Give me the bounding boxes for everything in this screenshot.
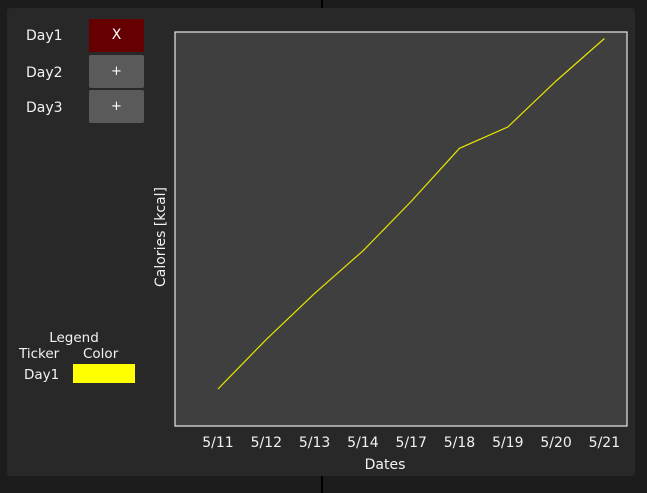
legend-color-swatch <box>73 364 135 383</box>
series-line-day1 <box>217 38 605 390</box>
x-tick-label: 5/18 <box>444 435 475 451</box>
day2-add-button[interactable]: + <box>89 55 144 88</box>
legend-title: Legend <box>49 330 99 346</box>
x-axis-label: Dates <box>365 457 406 473</box>
background-divider <box>321 0 323 8</box>
plot-area <box>174 31 628 427</box>
legend-ticker-header: Ticker <box>19 346 60 362</box>
day2-label: Day2 <box>26 65 63 81</box>
calories-chart: 5/11 5/12 5/13 5/14 5/17 5/18 5/19 5/20 5/21 Dat… <box>153 31 628 473</box>
x-tick-label: 5/12 <box>251 435 282 451</box>
y-axis-label: Calories [kcal] <box>153 187 169 287</box>
background-divider <box>321 476 323 493</box>
day1-label: Day1 <box>26 28 63 44</box>
day1-remove-button[interactable]: X <box>89 19 144 52</box>
day3-add-button[interactable]: + <box>89 90 144 123</box>
x-tick-label: 5/13 <box>299 435 330 451</box>
legend-color-header: Color <box>83 346 119 362</box>
x-tick-label: 5/17 <box>395 435 426 451</box>
app-window: Day1 X Day2 + Day3 + Legend Ticker Color… <box>7 8 635 476</box>
x-tick-label: 5/21 <box>589 435 620 451</box>
x-tick-label: 5/19 <box>492 435 523 451</box>
x-tick-label: 5/14 <box>347 435 379 451</box>
day3-label: Day3 <box>26 100 63 116</box>
legend-entry-ticker: Day1 <box>24 367 60 383</box>
x-tick-label: 5/20 <box>540 435 571 451</box>
x-tick-label: 5/11 <box>202 435 233 451</box>
